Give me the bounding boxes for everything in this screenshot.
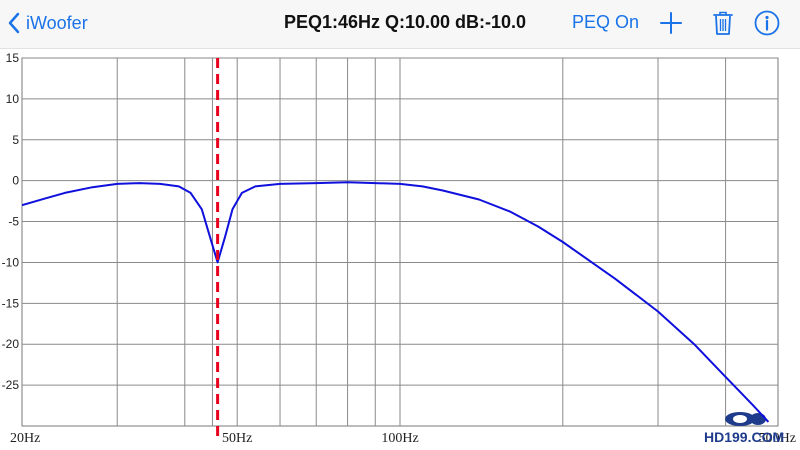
x-tick-label: 100Hz xyxy=(381,431,418,446)
chevron-left-icon xyxy=(8,12,20,34)
info-icon xyxy=(754,10,780,36)
x-tick-label: 50Hz xyxy=(222,431,252,446)
x-tick-label: 20Hz xyxy=(10,431,40,446)
peq-toggle-button[interactable]: PEQ On xyxy=(572,12,640,32)
watermark-logo-eye-icon xyxy=(733,415,747,423)
y-tick-label: 0 xyxy=(12,174,19,188)
y-tick-label: -15 xyxy=(2,296,20,310)
add-button[interactable] xyxy=(656,8,686,38)
back-button[interactable]: iWoofer xyxy=(8,8,88,38)
y-tick-label: -5 xyxy=(8,215,19,229)
chart-canvas: 15 10 5 0 -5 -10 -15 -20 -25 20Hz 50Hz 100Hz 500HzHD… xyxy=(2,51,796,446)
page-title: PEQ1:46Hz Q:10.00 dB:-10.0 xyxy=(283,12,527,32)
y-tick-label: 15 xyxy=(6,51,20,65)
y-tick-label: -20 xyxy=(2,337,20,351)
y-tick-label: 5 xyxy=(12,133,19,147)
frequency-response-chart[interactable]: 15 10 5 0 -5 -10 -15 -20 -25 20Hz 50Hz 100Hz 500Hz HD… xyxy=(0,48,800,450)
plus-icon xyxy=(660,12,682,34)
y-tick-label: 10 xyxy=(6,92,20,106)
navigation-bar: iWoofer PEQ1:46Hz Q:10.00 dB:-10.0 PEQ O… xyxy=(0,0,800,49)
trash-icon xyxy=(713,11,733,35)
watermark-text: HD199.COM xyxy=(704,429,784,445)
y-tick-label: -25 xyxy=(2,378,20,392)
response-curve xyxy=(22,181,770,423)
x-tick-label: 500Hz xyxy=(759,431,796,446)
delete-button[interactable] xyxy=(708,8,738,38)
back-button-label: iWoofer xyxy=(26,12,88,33)
watermark-logo-dot-icon xyxy=(750,413,766,425)
y-tick-label: -10 xyxy=(2,255,20,269)
info-button[interactable] xyxy=(752,8,782,38)
